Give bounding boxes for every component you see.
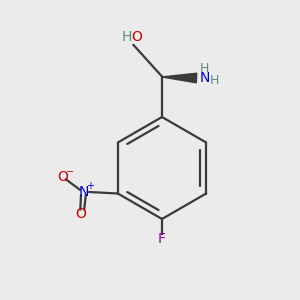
Text: −: −	[66, 167, 74, 177]
Text: O: O	[58, 170, 68, 184]
Text: O: O	[132, 30, 142, 44]
Text: F: F	[158, 232, 166, 246]
Text: +: +	[86, 181, 94, 191]
Text: H: H	[122, 30, 132, 44]
Text: N: N	[200, 71, 210, 85]
Text: N: N	[78, 185, 88, 199]
Text: H: H	[200, 62, 210, 76]
Text: H: H	[210, 74, 219, 88]
Text: O: O	[75, 208, 86, 221]
Polygon shape	[162, 73, 197, 83]
